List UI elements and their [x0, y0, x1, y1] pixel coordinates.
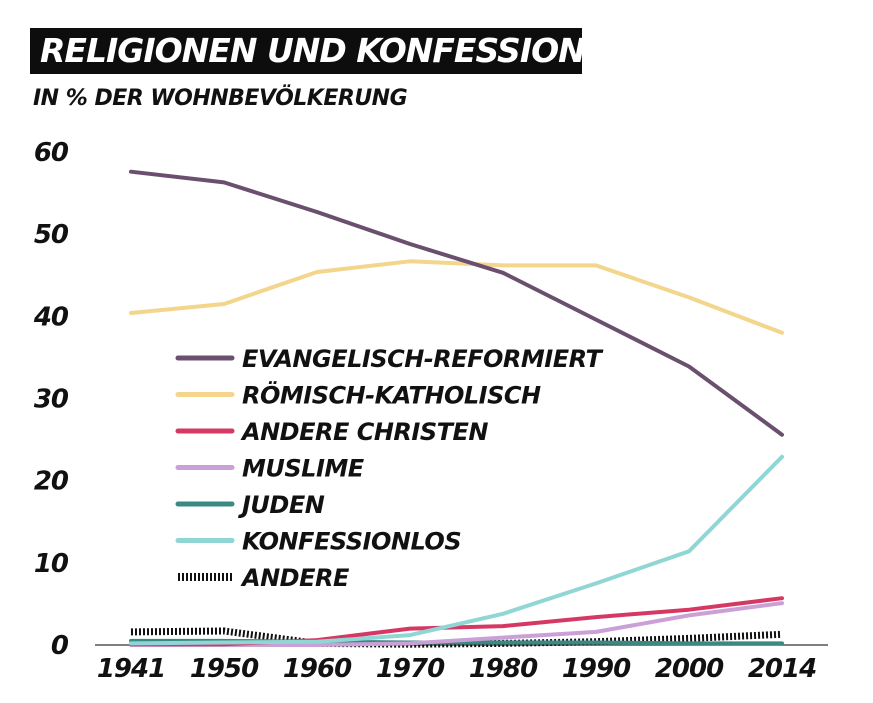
- x-tick-label-1950: 1950: [190, 654, 259, 684]
- series-line-r-misch-katholisch: [129, 259, 784, 335]
- legend-label-r-misch-katholisch: RÖMISCH-KATHOLISCH: [242, 380, 541, 410]
- legend-label-andere-christen: ANDERE CHRISTEN: [240, 418, 488, 446]
- legend-label-juden: JUDEN: [238, 491, 325, 519]
- x-tick-label-2000: 2000: [655, 654, 724, 684]
- chart-title: RELIGIONEN UND KONFESSIONEN: [40, 31, 634, 70]
- x-tick-label-1960: 1960: [283, 654, 352, 684]
- y-tick-label-20: 20: [34, 467, 69, 497]
- series-line-evangelisch-reformiert: [129, 169, 784, 437]
- series-line-andere: [130, 627, 783, 648]
- y-tick-label-0: 0: [51, 631, 69, 661]
- x-tick-label-1970: 1970: [376, 654, 445, 684]
- y-tick-label-60: 60: [34, 138, 69, 168]
- chart-subtitle: IN % DER WOHNBEVÖLKERUNG: [33, 86, 408, 111]
- x-tick-label-1941: 1941: [97, 654, 165, 684]
- chart-title-box: RELIGIONEN UND KONFESSIONEN: [30, 28, 634, 74]
- series-line-andere-christen: [129, 596, 784, 647]
- legend-label-muslime: MUSLIME: [242, 455, 365, 483]
- y-tick-label-10: 10: [34, 549, 69, 579]
- y-tick-label-50: 50: [34, 220, 69, 250]
- series-line-konfessionlos: [129, 454, 784, 646]
- x-tick-label-2014: 2014: [748, 654, 816, 684]
- x-tick-label-1980: 1980: [469, 654, 538, 684]
- legend-label-konfessionlos: KONFESSIONLOS: [242, 528, 461, 556]
- legend-label-andere: ANDERE: [240, 564, 350, 592]
- y-tick-label-30: 30: [34, 385, 69, 415]
- y-tick-label-40: 40: [33, 302, 69, 332]
- x-tick-label-1990: 1990: [562, 654, 631, 684]
- legend-label-evangelisch-reformiert: EVANGELISCH-REFORMIERT: [242, 345, 604, 373]
